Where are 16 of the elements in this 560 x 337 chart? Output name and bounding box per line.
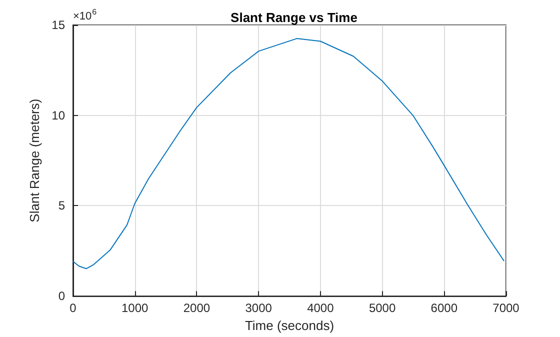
x-tick-label: 5000 xyxy=(368,301,396,316)
x-tick-label: 3000 xyxy=(245,301,272,316)
y-tick-label: 10 xyxy=(52,108,66,122)
y-tick-label: 15 xyxy=(52,18,66,32)
x-tick-label: 4000 xyxy=(307,301,334,316)
y-tick-label: 0 xyxy=(58,289,66,304)
y-tick-label: 5 xyxy=(58,198,66,213)
x-tick-label: 6000 xyxy=(430,301,458,316)
x-tick-label: 1000 xyxy=(122,301,149,316)
x-tick-label: 2000 xyxy=(183,301,210,316)
line-series xyxy=(72,38,504,270)
chart-title: Slant Range vs Time xyxy=(230,10,358,25)
x-tick-label: 7000 xyxy=(492,301,520,316)
x-tick-label: 0 xyxy=(70,301,77,316)
x-axis-title: Time (seconds) xyxy=(244,318,334,333)
y-axis-title: Slant Range (meters) xyxy=(26,98,42,222)
